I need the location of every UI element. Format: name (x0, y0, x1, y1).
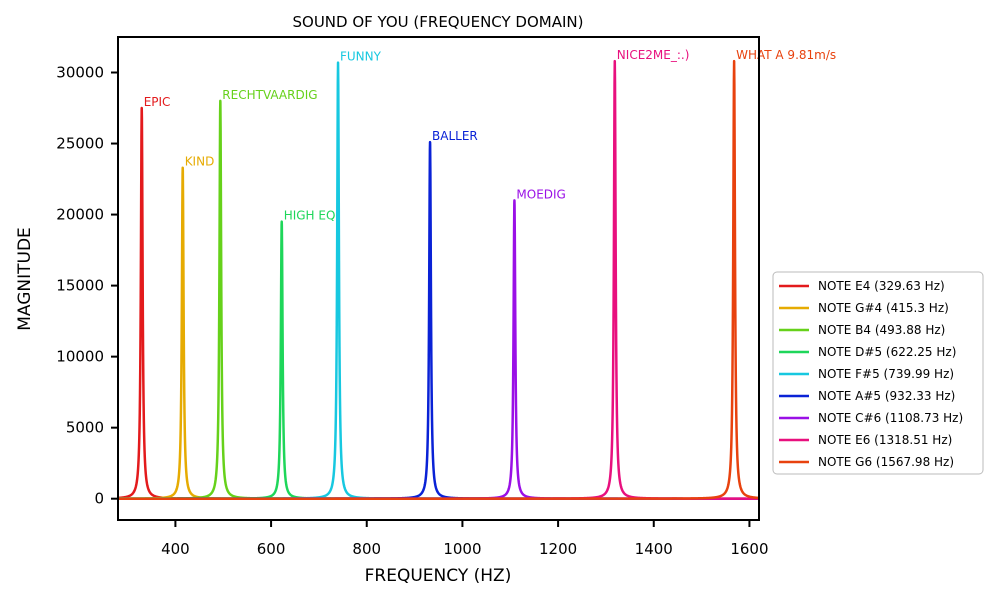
x-tick-label: 600 (257, 540, 286, 558)
x-tick-label: 400 (161, 540, 190, 558)
series-line-5 (117, 61, 760, 500)
x-tick-label: 1400 (635, 540, 673, 558)
x-tick-label: 1600 (730, 540, 768, 558)
series-line-8 (117, 59, 760, 500)
legend-label-6: NOTE A#5 (932.33 Hz) (818, 389, 955, 403)
peak-annotation-7: MOEDIG (516, 187, 565, 201)
legend-label-7: NOTE C#6 (1108.73 Hz) (818, 411, 963, 425)
peak-annotation-6: BALLER (432, 129, 478, 143)
legend-label-4: NOTE D#5 (622.25 Hz) (818, 345, 956, 359)
series-line-4 (117, 220, 760, 500)
y-tick-label: 0 (94, 490, 104, 508)
x-tick-label: 1200 (539, 540, 577, 558)
legend-label-1: NOTE E4 (329.63 Hz) (818, 279, 945, 293)
series-line-6 (117, 140, 760, 500)
legend-label-2: NOTE G#4 (415.3 Hz) (818, 301, 949, 315)
legend-box (772, 271, 984, 475)
y-tick-label: 25000 (56, 135, 104, 153)
x-tick-label: 1000 (443, 540, 481, 558)
peak-annotation-3: RECHTVAARDIG (222, 88, 317, 102)
y-tick-label: 5000 (66, 419, 104, 437)
legend-label-3: NOTE B4 (493.88 Hz) (818, 323, 945, 337)
y-tick-label: 10000 (56, 348, 104, 366)
peak-annotation-5: FUNNY (340, 50, 382, 64)
peak-annotation-8: NICE2ME_:.) (617, 48, 690, 62)
peak-annotation-9: WHAT A 9.81m/s (736, 48, 836, 62)
peak-annotation-4: HIGH EQ (284, 209, 336, 223)
peak-annotation-1: EPIC (144, 95, 171, 109)
x-tick-label: 800 (352, 540, 381, 558)
y-axis-label: MAGNITUDE (15, 227, 35, 331)
series-line-7 (117, 199, 760, 500)
plot-frame (117, 36, 760, 521)
y-tick-label: 30000 (56, 64, 104, 82)
y-tick-label: 15000 (56, 277, 104, 295)
x-axis-ticks: 400 600 800 1000 1200 1400 1600 (161, 520, 769, 558)
y-axis-ticks: 0 5000 10000 15000 20000 25000 30000 (56, 64, 118, 508)
series-line-3 (117, 99, 760, 500)
legend-label-5: NOTE F#5 (739.99 Hz) (818, 367, 954, 381)
plot-lines (117, 59, 760, 500)
legend: NOTE E4 (329.63 Hz) NOTE G#4 (415.3 Hz) NO… (772, 271, 984, 475)
legend-label-8: NOTE E6 (1318.51 Hz) (818, 433, 952, 447)
series-line-2 (117, 166, 760, 500)
peak-annotation-2: KIND (185, 155, 215, 169)
y-tick-label: 20000 (56, 206, 104, 224)
series-line-1 (117, 106, 760, 500)
legend-label-9: NOTE G6 (1567.98 Hz) (818, 455, 954, 469)
peak-labels: EPIC KIND RECHTVAARDIG HIGH EQ FUNNY BALLER MO… (144, 48, 836, 223)
x-axis-label: FREQUENCY (HZ) (365, 566, 512, 586)
chart-title: SOUND OF YOU (FREQUENCY DOMAIN) (292, 13, 583, 31)
series-line-9 (117, 59, 760, 500)
